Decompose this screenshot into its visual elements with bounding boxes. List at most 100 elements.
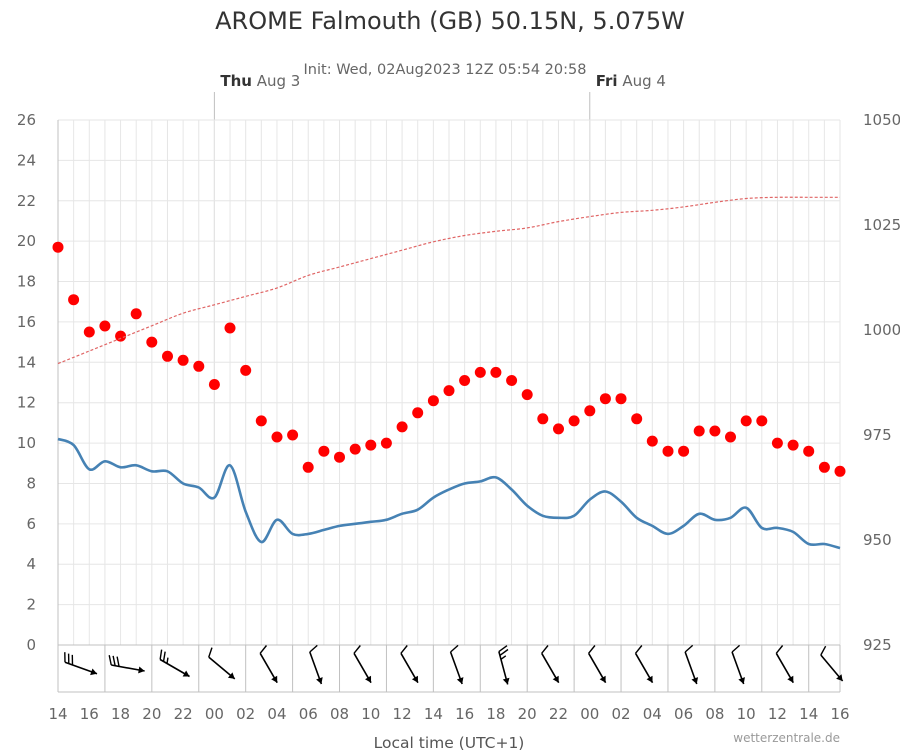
y-tick-label-right: 975 [863, 426, 892, 444]
x-tick-label: 22 [549, 705, 568, 723]
wind-barb-feather [309, 644, 318, 653]
y-tick-label-left: 10 [17, 434, 36, 452]
wind-barb-arrowhead [456, 677, 464, 684]
wind-barb [108, 655, 145, 674]
pressure-line [57, 196, 840, 365]
x-tick-label: 02 [611, 705, 630, 723]
y-tick-label-right: 950 [863, 531, 892, 549]
data-point [818, 461, 830, 473]
wind-barb-arrowhead [691, 677, 699, 684]
data-point [662, 445, 674, 457]
wind-barb-feather [208, 647, 213, 658]
data-point [443, 385, 455, 397]
data-point [240, 364, 252, 376]
data-point [459, 375, 471, 386]
data-point [553, 423, 564, 435]
wind-barb-arrowhead [182, 670, 190, 677]
series-line [57, 437, 841, 550]
wind-barb-feather [775, 645, 784, 654]
wind-barb-feather [820, 645, 827, 656]
data-point [427, 395, 439, 407]
x-tick-label: 10 [737, 705, 756, 723]
data-point [365, 439, 377, 451]
x-tick-label: 02 [236, 705, 255, 723]
chart-title: AROME Falmouth (GB) 50.15N, 5.075W [215, 7, 685, 35]
wind-barb-arrowhead [316, 677, 323, 684]
y-tick-label-left: 20 [17, 232, 36, 250]
wind-barb-arrowhead [502, 677, 510, 685]
wind-barb [541, 645, 560, 684]
wind-barb-feather [588, 645, 596, 654]
x-tick-label: 14 [48, 705, 67, 723]
data-point [146, 336, 158, 348]
y-tick-label-left: 4 [26, 555, 36, 573]
data-point [193, 360, 205, 372]
data-point [725, 431, 736, 443]
y-tick-label-left: 0 [26, 636, 36, 654]
wind-barb [400, 645, 419, 684]
wind-barb-feather [731, 644, 741, 653]
y-tick-label-right: 1050 [863, 111, 900, 129]
x-tick-label: 20 [142, 705, 161, 723]
data-point [380, 437, 392, 449]
day-label: Fri Aug 4 [596, 72, 666, 90]
wind-barb-arrowhead [227, 672, 235, 679]
wind-barb-feather [400, 645, 408, 654]
y-tick-label-left: 12 [17, 394, 36, 412]
wind-barb-feather [541, 645, 549, 654]
wind-barb-arrowhead [599, 675, 606, 683]
data-point [302, 461, 314, 473]
x-tick-label: 08 [330, 705, 349, 723]
wind-barb-feather [108, 655, 112, 666]
x-tick-label: 14 [799, 705, 818, 723]
y-tick-label-left: 8 [26, 474, 36, 492]
data-point [693, 425, 705, 437]
series [52, 196, 846, 550]
y-tick-label-right: 1025 [863, 216, 900, 234]
data-point [599, 393, 611, 405]
data-point [490, 366, 502, 378]
wind-barb-arrowhead [738, 677, 745, 684]
x-tick-label: 00 [580, 705, 599, 723]
data-point [756, 415, 768, 427]
data-point [224, 322, 236, 334]
wind-barb [498, 645, 510, 685]
wind-barb [449, 644, 464, 685]
x-tick-label: 06 [674, 705, 693, 723]
data-point [115, 330, 127, 342]
wind-barb-feather [450, 644, 459, 653]
wind-barb-feather [112, 655, 116, 666]
x-tick-label: 06 [299, 705, 318, 723]
x-tick-label: 18 [486, 705, 505, 723]
data-point [396, 421, 408, 433]
data-point [474, 366, 486, 378]
x-tick-label: 16 [830, 705, 849, 723]
y-tick-label-left: 24 [17, 151, 36, 169]
tick-labels: 0246810121416182022242692595097510001025… [17, 111, 900, 723]
x-axis-label: Local time (UTC+1) [374, 734, 525, 750]
data-point [208, 379, 220, 390]
data-point [646, 435, 658, 447]
wind-barb-feather [116, 656, 120, 667]
wind-barb-arrowhead [787, 675, 794, 683]
x-tick-label: 10 [361, 705, 380, 723]
y-tick-label-right: 1000 [863, 321, 900, 339]
wind-barb [820, 645, 844, 682]
wind-barb [64, 652, 98, 676]
wind-barb-feather [353, 645, 361, 654]
data-point [255, 415, 267, 427]
wind-barb [309, 644, 323, 685]
wind-barb [684, 644, 699, 685]
wind-barb-arrowhead [836, 674, 843, 681]
y-tick-label-left: 16 [17, 313, 36, 331]
wind-barb [731, 644, 745, 685]
wind-barb [587, 645, 607, 684]
data-point [177, 354, 189, 366]
wind-barb-arrowhead [365, 675, 372, 683]
data-point [412, 407, 424, 419]
y-tick-label-left: 26 [17, 111, 36, 129]
data-point [787, 439, 799, 451]
y-tick-label-left: 14 [17, 353, 36, 371]
data-point [318, 445, 330, 457]
